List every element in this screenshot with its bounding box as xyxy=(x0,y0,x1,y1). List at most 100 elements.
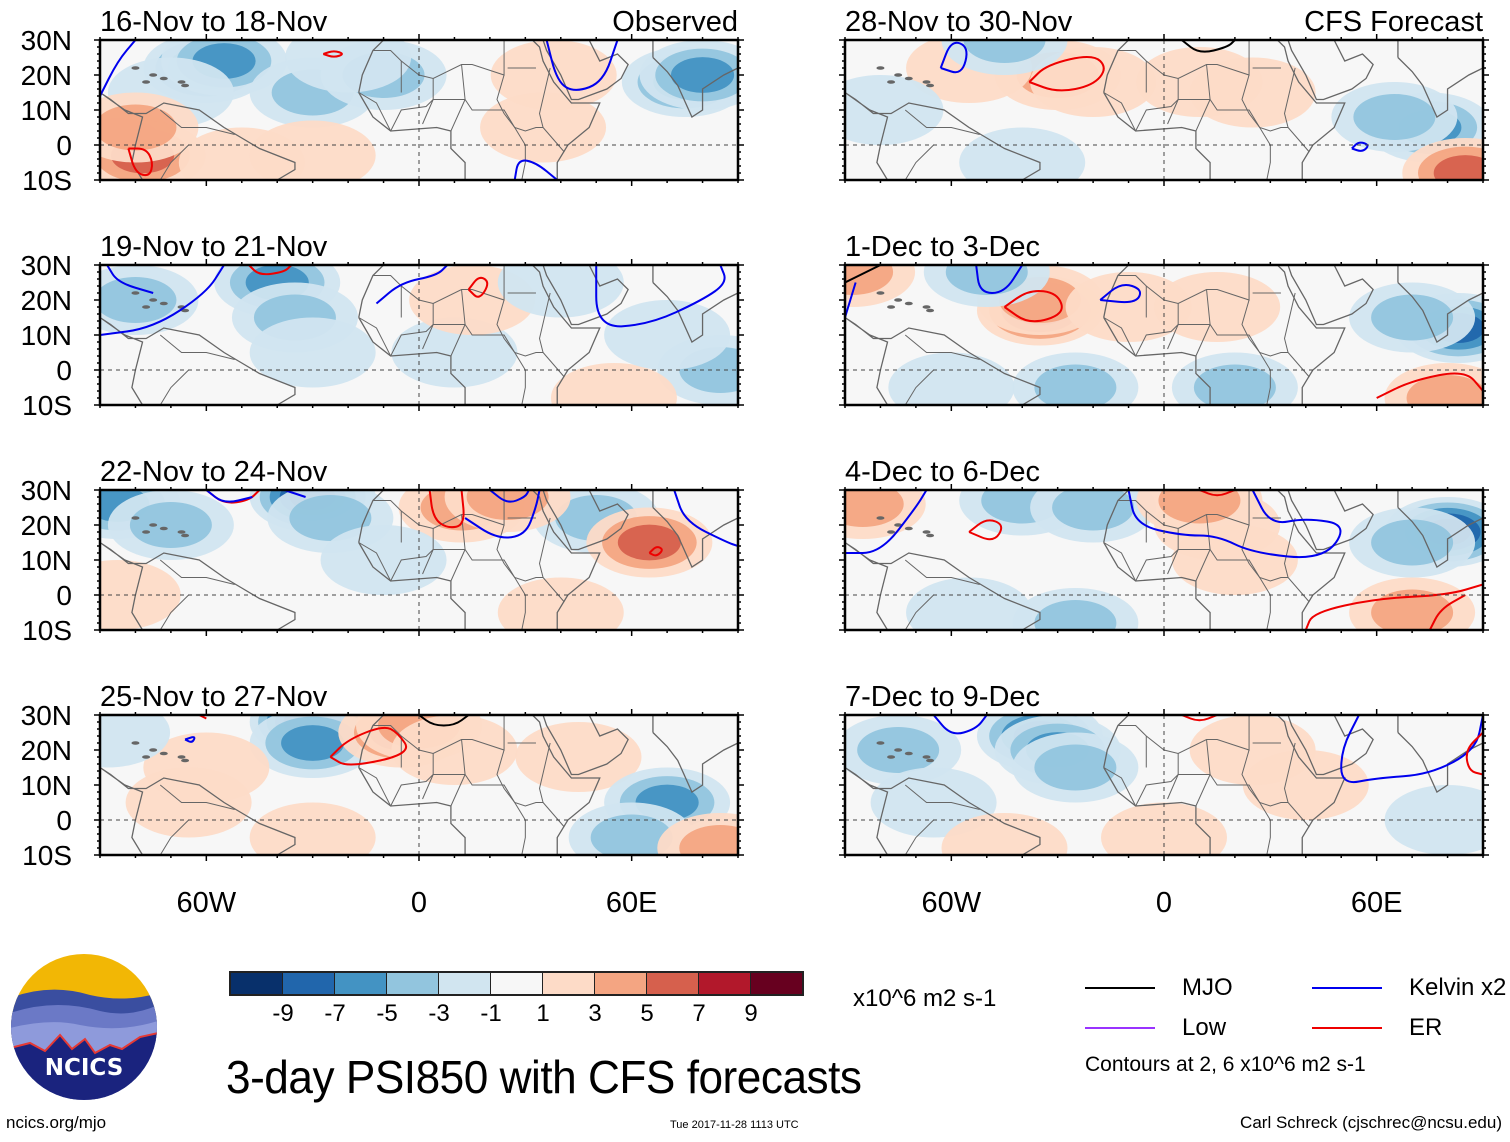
shaded-anomalies xyxy=(845,490,1483,630)
island xyxy=(131,291,140,295)
country-border xyxy=(390,549,544,582)
island xyxy=(922,80,931,84)
map-panel-8: 60W 0 60E 7-Dec to 9-Dec xyxy=(839,681,1489,919)
map-panel-1: 30N 20N 10N 0 10S 16-Nov to 18-Nov Observed xyxy=(21,6,744,196)
shaded-anomalies xyxy=(100,40,738,180)
contour-er xyxy=(1028,56,1105,92)
panel-date-range: 19-Nov to 21-Nov xyxy=(100,231,328,263)
country-border xyxy=(1135,99,1289,132)
contour-er xyxy=(428,490,465,529)
coastline xyxy=(1103,715,1346,855)
anomaly-blob xyxy=(1154,272,1281,342)
wave-contours xyxy=(845,265,1483,399)
map-panel-2: 30N 20N 10N 0 10S 19-Nov to 21-Nov xyxy=(21,231,744,421)
colorbar-swatch xyxy=(439,973,491,994)
contour-er xyxy=(1003,289,1063,323)
country-border xyxy=(159,594,189,630)
country-border xyxy=(1167,753,1179,800)
y-tick-label: 10N xyxy=(21,320,72,351)
anomaly-blob xyxy=(1034,364,1117,405)
y-tick-label: 20N xyxy=(21,285,72,316)
island xyxy=(159,751,168,756)
y-tick-label: 0 xyxy=(56,130,72,161)
island xyxy=(149,298,158,302)
anomaly-blob xyxy=(1406,375,1483,405)
legend-label: Kelvin x2 xyxy=(1409,974,1507,1001)
country-border xyxy=(1167,303,1179,350)
island xyxy=(926,758,935,763)
coastline xyxy=(652,490,738,568)
country-border xyxy=(904,369,934,405)
contour-kelvin xyxy=(939,41,968,74)
country-border xyxy=(450,64,466,132)
x-tick-label: 0 xyxy=(1156,887,1172,919)
shaded-anomalies xyxy=(100,490,713,630)
anomaly-blob xyxy=(100,104,177,151)
y-tick-label: 10N xyxy=(21,770,72,801)
country-border xyxy=(904,594,934,630)
country-border xyxy=(1283,742,1310,828)
island xyxy=(894,523,903,527)
country-border xyxy=(390,99,544,132)
anomaly-blob xyxy=(249,802,376,855)
coastline xyxy=(845,541,1041,630)
colorbar-units: x10^6 m2 s-1 xyxy=(853,985,997,1012)
contour-er xyxy=(248,265,293,276)
country-border xyxy=(1103,767,1137,807)
anomaly-blob xyxy=(1384,785,1483,855)
coastline xyxy=(1103,265,1346,405)
legend-line-er xyxy=(1312,1027,1382,1029)
country-border xyxy=(358,317,392,357)
anomaly-blob xyxy=(679,825,738,855)
country-border xyxy=(450,739,466,807)
country-border xyxy=(1241,524,1271,630)
island xyxy=(181,533,190,538)
colorbar-swatch xyxy=(543,973,595,994)
anomaly-blob xyxy=(959,127,1086,180)
country-border xyxy=(1241,749,1271,855)
anomaly-blob xyxy=(888,352,1015,405)
country-border xyxy=(496,74,526,180)
y-tick-label: 30N xyxy=(21,250,72,281)
panel-date-range: 16-Nov to 18-Nov xyxy=(100,6,328,38)
anomaly-blob xyxy=(281,725,345,761)
island xyxy=(149,748,158,752)
anomaly-blob xyxy=(391,715,518,785)
y-tick-label: 10N xyxy=(21,95,72,126)
y-tick-label: 0 xyxy=(56,805,72,836)
coastlines xyxy=(845,715,1483,855)
country-border xyxy=(1283,67,1310,153)
contour-er xyxy=(322,50,343,58)
contour-er xyxy=(467,276,489,298)
anomaly-blob xyxy=(1034,600,1117,630)
country-border xyxy=(422,303,434,350)
anomaly-blob xyxy=(670,57,735,93)
island xyxy=(876,66,885,70)
map-panel-5: 28-Nov to 30-Nov CFS Forecast xyxy=(839,6,1489,186)
wave-contours xyxy=(205,490,738,557)
coastline xyxy=(100,766,296,855)
island xyxy=(142,80,151,84)
anomaly-blob xyxy=(285,40,412,93)
island xyxy=(131,516,140,520)
contour-kelvin xyxy=(489,490,530,503)
y-tick-label: 20N xyxy=(21,60,72,91)
colorbar-tick-label: -5 xyxy=(376,1000,398,1027)
island xyxy=(904,301,913,306)
timestamp: Tue 2017-11-28 1113 UTC xyxy=(670,1119,799,1131)
y-tick-label: 10S xyxy=(22,615,72,646)
coastline xyxy=(358,40,601,180)
site-url[interactable]: ncics.org/mjo xyxy=(6,1113,107,1132)
country-border xyxy=(904,144,934,180)
logo-text: NCICS xyxy=(45,1055,124,1081)
anomaly-blob xyxy=(550,363,677,405)
coastline xyxy=(652,40,738,118)
map-panel-3: 30N 20N 10N 0 10S 22-Nov to 24-Nov xyxy=(21,456,744,646)
country-border xyxy=(422,78,434,125)
island xyxy=(926,533,935,538)
coastline xyxy=(652,715,738,793)
panel-source-tag: Observed xyxy=(612,6,738,38)
colorbar-tick-label: 7 xyxy=(692,1000,706,1027)
country-border xyxy=(159,559,235,585)
